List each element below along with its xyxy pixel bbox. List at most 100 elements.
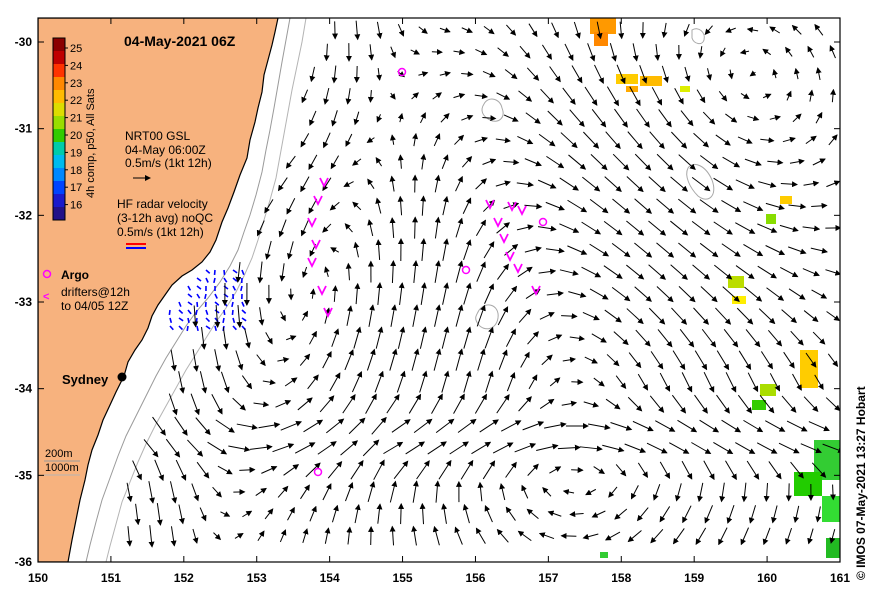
current-vector xyxy=(497,47,509,57)
hf-radar-vector xyxy=(232,325,237,331)
current-vector xyxy=(519,45,531,59)
current-vector xyxy=(518,308,532,323)
current-vector xyxy=(441,370,450,393)
current-vector xyxy=(442,282,450,305)
drifter-marker xyxy=(499,233,509,245)
current-vector xyxy=(301,89,309,104)
current-vector xyxy=(331,328,340,347)
current-vector xyxy=(214,349,222,372)
current-vector xyxy=(808,421,830,432)
current-vector xyxy=(571,65,583,84)
current-vector xyxy=(475,48,488,56)
current-vector xyxy=(453,92,466,99)
current-vector xyxy=(309,505,317,522)
current-vector xyxy=(331,110,338,127)
current-vector xyxy=(721,243,741,257)
current-vector xyxy=(699,199,719,213)
current-vector xyxy=(303,419,324,433)
current-vector xyxy=(212,486,222,498)
current-vector xyxy=(391,419,411,433)
y-tick-label: -36 xyxy=(15,555,33,569)
current-vector xyxy=(559,177,579,191)
current-vector xyxy=(397,326,406,349)
current-vector xyxy=(239,466,256,473)
current-vector xyxy=(611,242,631,258)
hf-radar-vector xyxy=(205,309,209,315)
colorbar-segment xyxy=(53,103,65,117)
current-vector xyxy=(812,158,826,166)
current-vector xyxy=(416,460,430,480)
current-vector xyxy=(527,463,539,476)
current-vector xyxy=(345,133,353,147)
current-vector xyxy=(419,326,428,349)
current-vector xyxy=(327,461,343,479)
current-vector xyxy=(455,304,464,327)
current-vector xyxy=(713,221,733,235)
colorbar-segment xyxy=(53,51,65,65)
current-vector xyxy=(285,155,296,169)
current-vector xyxy=(573,21,581,39)
current-vector xyxy=(829,528,836,544)
current-vector xyxy=(656,242,675,258)
current-vector xyxy=(192,305,199,328)
current-vector xyxy=(258,307,265,326)
current-vector xyxy=(759,395,775,414)
current-vector xyxy=(352,158,362,166)
current-vector xyxy=(397,154,404,169)
current-vector xyxy=(324,266,330,277)
current-vector xyxy=(309,288,316,299)
current-vector xyxy=(241,375,253,390)
current-vector xyxy=(390,304,397,327)
current-vector xyxy=(559,269,579,276)
current-vector xyxy=(324,307,331,324)
current-vector xyxy=(484,326,494,349)
current-vector xyxy=(769,115,781,121)
current-vector xyxy=(308,198,318,214)
current-vector xyxy=(272,443,295,453)
current-vector xyxy=(366,137,375,143)
current-vector xyxy=(492,442,514,454)
current-vector xyxy=(168,393,178,416)
current-vector xyxy=(344,223,353,233)
current-vector xyxy=(199,371,208,394)
current-vector xyxy=(525,112,541,124)
current-vector xyxy=(442,195,449,216)
current-vector xyxy=(704,505,714,524)
current-vector xyxy=(279,263,286,282)
current-vector xyxy=(350,459,364,480)
current-vector xyxy=(568,291,587,298)
current-vector xyxy=(441,503,448,524)
current-vector xyxy=(789,158,805,165)
current-vector xyxy=(814,374,824,391)
x-tick-label: 157 xyxy=(538,571,558,585)
x-tick-label: 152 xyxy=(174,571,194,585)
current-vector xyxy=(699,155,719,170)
depth-label-1000m: 1000m xyxy=(45,462,79,474)
hf-radar-vector xyxy=(241,317,247,322)
current-vector xyxy=(389,217,396,238)
current-vector xyxy=(589,288,609,300)
current-vector xyxy=(678,242,697,258)
current-vector xyxy=(765,420,786,432)
hf-radar-vector xyxy=(187,317,190,324)
x-tick-label: 154 xyxy=(320,571,340,585)
current-vector xyxy=(460,459,474,480)
current-vector xyxy=(453,393,465,414)
current-vector xyxy=(368,304,375,327)
current-vector xyxy=(805,135,817,145)
hf-radar-vector xyxy=(231,309,234,316)
current-vector xyxy=(521,484,529,499)
colorbar-segment xyxy=(53,64,65,78)
current-vector xyxy=(785,483,792,502)
current-vector xyxy=(604,309,622,323)
current-vector xyxy=(264,199,274,214)
current-vector xyxy=(309,330,317,345)
current-vector xyxy=(211,394,223,415)
current-vector xyxy=(735,179,755,189)
current-vector xyxy=(630,485,639,500)
colorbar-segment xyxy=(53,168,65,182)
current-vector xyxy=(727,69,734,80)
current-vector xyxy=(627,131,643,150)
current-vector xyxy=(283,464,300,476)
current-vector xyxy=(539,398,555,409)
